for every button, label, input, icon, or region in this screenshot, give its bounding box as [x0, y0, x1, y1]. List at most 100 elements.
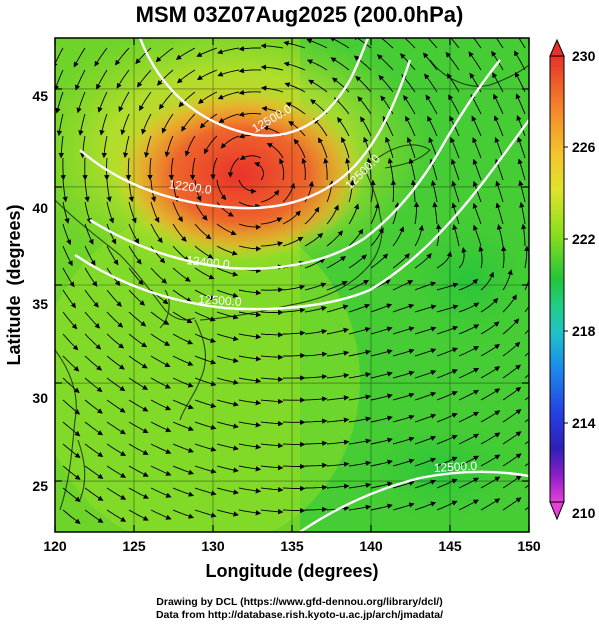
streamline-arrow	[414, 457, 437, 467]
streamline-arrow	[106, 245, 119, 266]
streamline-arrow	[348, 504, 372, 511]
streamline-arrow	[238, 377, 262, 384]
streamline-arrow	[398, 38, 416, 49]
streamline-arrow	[260, 189, 280, 203]
streamline-arrow	[238, 179, 257, 194]
streamline-arrow	[62, 377, 80, 394]
streamline-arrow	[199, 113, 218, 129]
streamline-arrow	[348, 438, 372, 445]
streamline-arrow	[436, 413, 458, 423]
streamline-arrow	[305, 462, 328, 468]
streamline-arrow	[155, 47, 174, 63]
streamline-arrow	[238, 509, 262, 516]
y-tick-label: 35	[32, 296, 48, 312]
streamline-arrow	[143, 135, 152, 158]
streamline-arrow	[216, 509, 239, 517]
streamline-arrow	[370, 253, 389, 269]
x-tick-label: 130	[201, 538, 225, 554]
streamline-arrow	[392, 370, 415, 379]
streamline-arrow	[150, 465, 172, 476]
streamline-arrow	[216, 465, 239, 473]
streamline-arrow	[306, 59, 328, 71]
streamline-arrow	[194, 377, 217, 387]
streamline-arrow	[282, 307, 306, 314]
cool-patch-south	[330, 400, 529, 532]
streamline-arrow	[500, 245, 507, 269]
streamline-arrow	[326, 461, 350, 467]
streamline-arrow	[502, 475, 522, 489]
streamline-arrow	[62, 465, 81, 480]
streamline-arrow	[403, 94, 416, 115]
streamline-arrow	[428, 136, 438, 159]
y-tick-label: 40	[32, 200, 48, 216]
streamline-arrow	[194, 245, 214, 259]
streamline-arrow	[106, 443, 127, 456]
streamline-arrow	[480, 343, 501, 357]
streamline-arrow	[458, 247, 467, 269]
plot-area: 12500.0 12200.0 12400.0 12500.0 12500.0 …	[55, 38, 529, 532]
streamline-arrow	[172, 377, 194, 388]
streamline-arrow	[480, 388, 501, 401]
streamline-arrow	[392, 303, 415, 313]
streamline-arrow	[260, 508, 284, 515]
streamline-arrow	[84, 355, 102, 371]
streamline-arrow	[279, 158, 285, 181]
streamline-arrow	[502, 364, 522, 379]
streamline-arrow	[502, 497, 522, 511]
streamline-arrow	[172, 289, 192, 303]
streamline-arrow	[135, 47, 152, 65]
streamline-arrow	[458, 367, 480, 379]
streamline-arrow	[172, 355, 194, 366]
streamline-arrow	[427, 38, 438, 49]
streamline-arrow	[392, 480, 415, 489]
streamline-arrow	[128, 223, 140, 245]
streamline-arrow	[370, 326, 393, 335]
streamline-arrow	[238, 245, 262, 252]
streamline-arrow	[326, 204, 339, 225]
streamline-arrow	[473, 224, 482, 247]
streamline-arrow	[348, 394, 372, 401]
streamline-arrow	[392, 202, 400, 225]
streamline-arrow	[216, 311, 239, 320]
cool-patch-east	[380, 190, 529, 370]
colorbar-label: 230	[572, 48, 596, 64]
streamline-arrow	[326, 350, 350, 357]
streamline-arrow	[125, 157, 132, 181]
streamline-arrow	[329, 38, 350, 49]
streamline-arrow	[370, 459, 393, 467]
contour-label: 12400.0	[186, 253, 231, 271]
streamline-arrow	[392, 392, 415, 401]
streamline-arrow	[194, 443, 217, 452]
streamline-arrow	[172, 201, 183, 223]
contour-label: 12200.0	[168, 177, 213, 197]
streamline-arrow	[326, 372, 350, 379]
streamline-arrow	[370, 393, 393, 401]
streamline-arrow	[128, 465, 149, 477]
streamline-arrow	[128, 245, 142, 265]
streamline-arrow	[472, 202, 482, 225]
streamline-arrow	[293, 138, 306, 159]
streamline-arrow	[84, 465, 104, 480]
streamline-arrow	[172, 311, 193, 324]
streamline-arrow	[432, 201, 438, 225]
streamline-arrow	[450, 38, 460, 49]
streamline-arrow	[502, 294, 517, 313]
streamline-arrow	[210, 157, 218, 180]
streamline-arrow	[392, 280, 414, 291]
streamline-arrow	[194, 509, 217, 518]
streamline-arrow	[458, 411, 480, 423]
streamline-arrow	[341, 136, 350, 159]
streamline-arrow	[150, 487, 172, 498]
streamline-arrow	[524, 440, 529, 445]
streamline-arrow	[348, 254, 367, 269]
x-tick-label: 135	[280, 538, 304, 554]
streamline-arrow	[360, 116, 372, 137]
streamline-arrow	[172, 509, 195, 519]
streamline-arrow	[392, 502, 415, 511]
contour-12500-mid	[74, 119, 529, 311]
streamline-arrow	[55, 47, 64, 69]
credit-data: Data from http://database.rish.kyoto-u.a…	[155, 609, 444, 621]
streamline-arrow	[141, 113, 152, 135]
streamline-arrow	[150, 421, 172, 433]
streamline-arrow	[436, 500, 458, 511]
